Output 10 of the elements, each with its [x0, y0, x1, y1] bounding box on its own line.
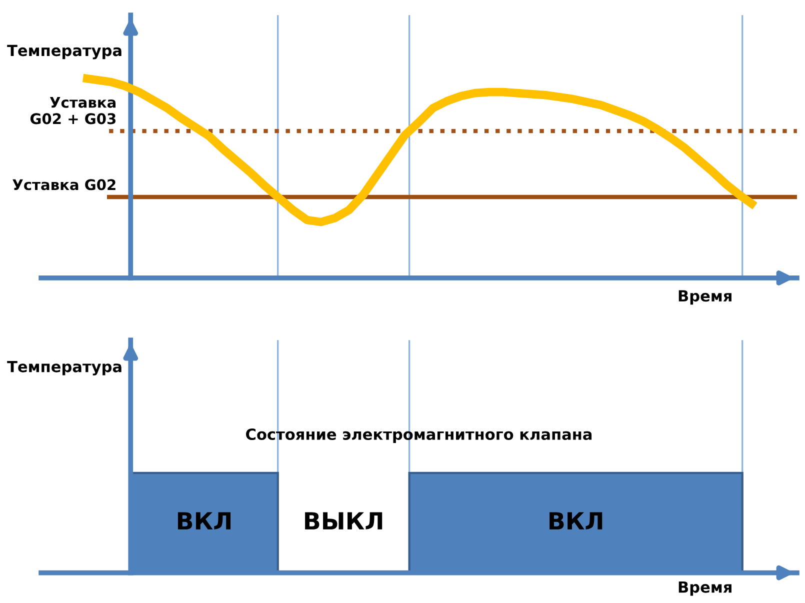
- x-axis-title: Время: [678, 290, 732, 305]
- ref-line-label: Уставка G02: [12, 179, 116, 190]
- text: ВКЛ: [178, 512, 231, 530]
- text: ВКЛ: [550, 512, 602, 530]
- text: Состояние электромагнитного клапана: [246, 428, 592, 443]
- text: ВЫКЛ: [305, 512, 382, 530]
- text: Время: [678, 581, 732, 596]
- text: Температура: [7, 360, 122, 376]
- y-axis-title: Температура: [7, 44, 122, 60]
- ref-line-label: Уставка G02 + G03: [30, 97, 116, 124]
